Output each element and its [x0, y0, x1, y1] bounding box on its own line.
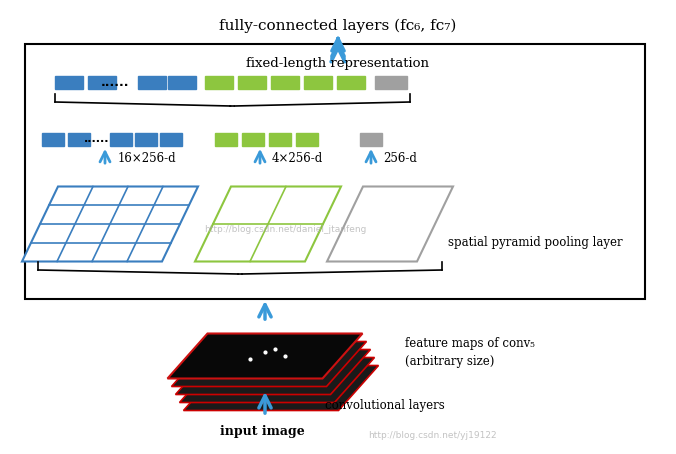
Bar — [110, 133, 132, 146]
Bar — [160, 133, 182, 146]
Bar — [55, 76, 83, 89]
Bar — [242, 133, 264, 146]
Bar — [68, 133, 90, 146]
Text: 4×256-d: 4×256-d — [272, 153, 323, 166]
Text: feature maps of conv₅: feature maps of conv₅ — [405, 337, 535, 350]
Polygon shape — [22, 187, 198, 262]
Bar — [375, 76, 407, 89]
Text: 256-d: 256-d — [383, 153, 417, 166]
Polygon shape — [180, 357, 375, 403]
Bar — [88, 76, 116, 89]
Polygon shape — [195, 187, 341, 262]
Text: 16×256-d: 16×256-d — [118, 153, 176, 166]
Text: http://blog.csdn.net/yj19122: http://blog.csdn.net/yj19122 — [368, 431, 497, 440]
Polygon shape — [168, 334, 362, 379]
Text: http://blog.csdn.net/daniel_jtanfeng: http://blog.csdn.net/daniel_jtanfeng — [203, 224, 366, 233]
Bar — [360, 133, 382, 146]
Bar — [337, 76, 365, 89]
Bar — [238, 76, 266, 89]
Bar — [269, 133, 291, 146]
Bar — [205, 76, 233, 89]
Polygon shape — [183, 365, 379, 410]
Text: input image: input image — [220, 425, 305, 439]
Text: spatial pyramid pooling layer: spatial pyramid pooling layer — [448, 236, 623, 248]
Bar — [296, 133, 318, 146]
Polygon shape — [327, 187, 453, 262]
Text: ......: ...... — [101, 76, 129, 89]
Polygon shape — [172, 341, 366, 386]
Bar — [215, 133, 237, 146]
FancyBboxPatch shape — [25, 44, 645, 299]
Polygon shape — [176, 350, 370, 395]
Text: convolutional layers: convolutional layers — [325, 400, 445, 413]
Text: fixed-length representation: fixed-length representation — [247, 58, 429, 70]
Text: fully-connected layers (fc₆, fc₇): fully-connected layers (fc₆, fc₇) — [219, 19, 457, 33]
Bar — [135, 133, 157, 146]
Text: (arbitrary size): (arbitrary size) — [405, 355, 494, 369]
Bar — [138, 76, 166, 89]
Text: ......: ...... — [84, 134, 110, 144]
Bar — [304, 76, 332, 89]
Bar — [168, 76, 196, 89]
Bar — [271, 76, 299, 89]
Bar — [42, 133, 64, 146]
